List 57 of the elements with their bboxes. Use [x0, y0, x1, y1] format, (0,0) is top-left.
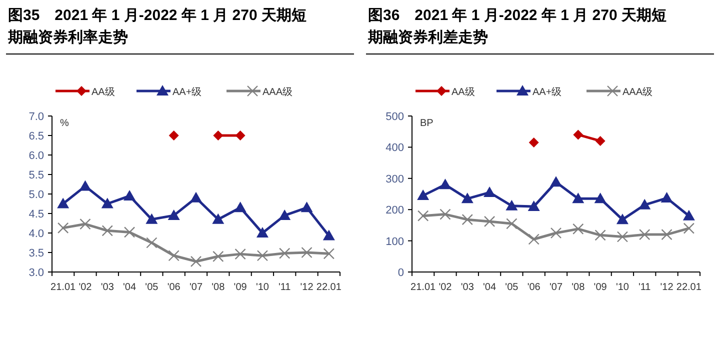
legend-label: AA级	[92, 86, 115, 98]
x-tick-label: '11	[278, 282, 291, 293]
y-tick-label: 100	[386, 236, 404, 248]
y-tick-label: 300	[386, 173, 404, 186]
x-tick-label: 21.01	[50, 282, 76, 293]
x-tick-label: '09	[234, 282, 247, 293]
ylabel: %	[60, 118, 69, 129]
x-tick-label: '09	[594, 282, 607, 293]
legend-item: AA级	[56, 86, 115, 98]
x-tick-label: '10	[616, 282, 629, 293]
y-tick-label: 400	[386, 142, 404, 154]
x-tick-label: '08	[212, 282, 225, 293]
y-tick-label: 0	[398, 267, 404, 279]
legend-item: AA+级	[496, 85, 562, 98]
x-tick-label: '11	[638, 282, 651, 293]
legend-item: AAA级	[586, 85, 653, 98]
y-tick-label: 200	[386, 204, 404, 217]
legend-label: AAA级	[262, 86, 293, 98]
x-tick-label: 22.01	[676, 282, 702, 293]
y-tick-label: 4.5	[28, 208, 44, 220]
legend-label: AA+级	[532, 86, 562, 98]
x-tick-label: '04	[123, 282, 136, 293]
x-tick-label: '02	[438, 282, 452, 293]
x-tick-label: '07	[189, 282, 203, 293]
x-tick-label: '06	[527, 282, 540, 293]
y-tick-label: 3.5	[28, 248, 44, 260]
x-tick-label: '12	[300, 282, 314, 293]
y-tick-label: 6.0	[28, 150, 44, 162]
x-tick-label: '05	[505, 282, 518, 293]
y-tick-label: 7.0	[28, 111, 44, 123]
x-tick-label: '06	[167, 282, 180, 293]
x-tick-label: '07	[549, 282, 563, 293]
x-tick-label: '02	[78, 282, 92, 293]
y-tick-label: 4.0	[28, 228, 44, 240]
x-tick-label: '04	[483, 282, 496, 293]
legend-item: AAA级	[226, 85, 293, 98]
y-tick-label: 500	[386, 111, 404, 123]
y-tick-label: 5.5	[28, 170, 44, 182]
x-tick-label: '12	[660, 282, 674, 293]
x-tick-label: '03	[460, 282, 474, 293]
x-tick-label: '03	[100, 282, 114, 293]
legend-label: AA+级	[172, 86, 202, 98]
x-tick-label: 21.01	[410, 282, 436, 293]
legend-item: AA级	[416, 86, 475, 98]
y-tick-label: 3.0	[28, 267, 44, 279]
legend-label: AA级	[452, 86, 475, 98]
x-tick-label: '10	[256, 282, 269, 293]
ylabel: BP	[420, 118, 434, 129]
title: 图36 2021 年 1 月-2022 年 1 月 270 天期短期融资券利差走势	[368, 7, 666, 46]
legend-item: AA+级	[136, 85, 202, 98]
y-tick-label: 5.0	[28, 189, 44, 201]
x-tick-label: '05	[145, 282, 158, 293]
x-tick-label: '08	[572, 282, 585, 293]
y-tick-label: 6.5	[28, 130, 44, 142]
x-tick-label: 22.01	[316, 282, 342, 293]
legend-label: AAA级	[622, 86, 653, 98]
title: 图35 2021 年 1 月-2022 年 1 月 270 天期短期融资券利率走势	[8, 7, 306, 46]
